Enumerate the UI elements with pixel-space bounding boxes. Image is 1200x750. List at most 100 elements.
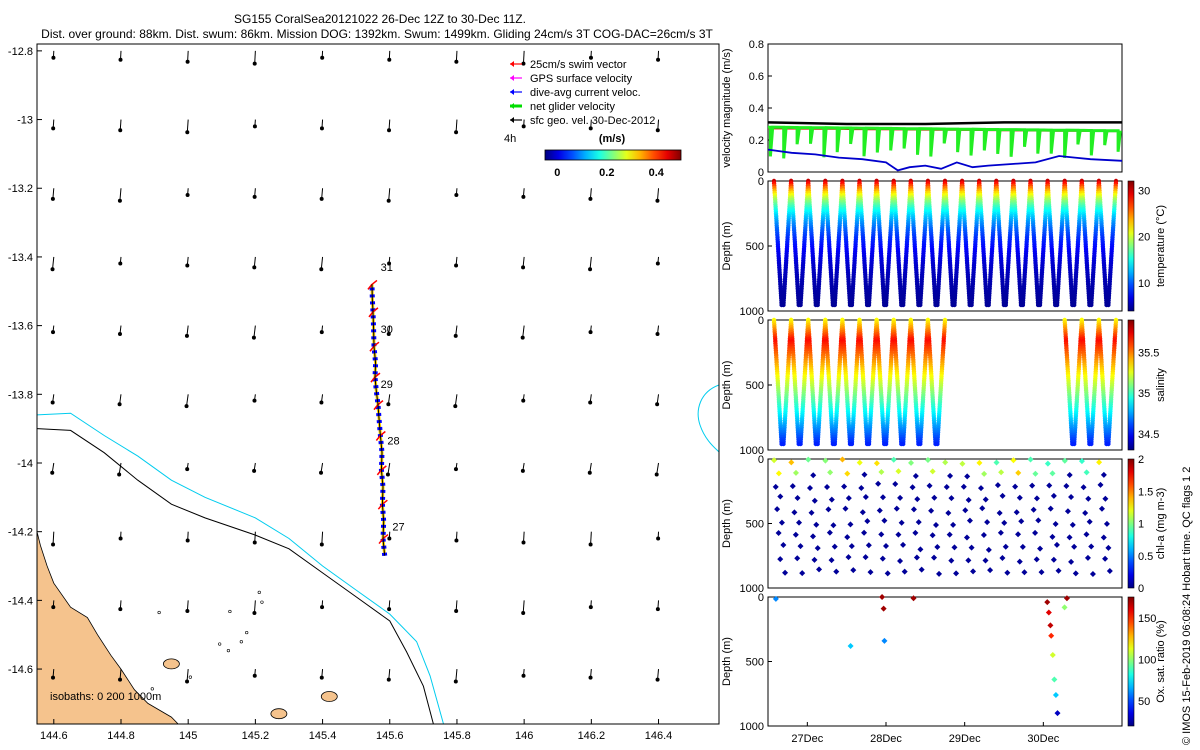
current-arrow-head [319, 470, 324, 475]
current-arrow [185, 600, 190, 614]
chl-point [948, 495, 955, 502]
map-colorbar-tick: 0.4 [649, 167, 665, 179]
chl-point [775, 529, 782, 536]
velocity-series-3 [767, 148, 1123, 172]
chl-point [848, 543, 855, 550]
current-arrow [51, 50, 56, 60]
chl-point [982, 496, 989, 503]
current-arrow-shaft [455, 119, 458, 133]
chl-point [892, 480, 899, 487]
current-arrow [386, 394, 391, 407]
current-arrow-head [655, 261, 660, 266]
chl-point [1050, 492, 1057, 499]
chl-point [1027, 456, 1034, 463]
current-arrow-head [386, 331, 391, 336]
chl-point [929, 532, 936, 539]
chl-point [844, 534, 851, 541]
current-arrow-head [319, 400, 324, 405]
chl-point [1100, 534, 1107, 541]
chl-point [951, 544, 958, 551]
chl-point [791, 509, 798, 516]
panel-colorbar-tick: 150 [1138, 613, 1156, 625]
chl-point [1029, 482, 1036, 489]
chl-point [1052, 521, 1059, 528]
current-arrow-head [252, 673, 257, 678]
chl-point [1096, 459, 1103, 466]
current-arrow [319, 325, 324, 335]
legend-annotation: 4h [504, 133, 516, 145]
chl-point [999, 554, 1006, 561]
chl-point [845, 554, 852, 561]
current-arrow [51, 669, 56, 680]
chl-point [1046, 482, 1053, 489]
current-arrow [118, 50, 123, 62]
chl-point [1083, 469, 1090, 476]
oxygen-point [880, 605, 887, 612]
current-arrow-head [588, 400, 593, 405]
chl-point [950, 521, 957, 528]
current-arrow-shaft [254, 50, 256, 64]
current-arrow-head [454, 192, 459, 197]
current-arrow [185, 669, 190, 684]
chl-point [841, 483, 848, 490]
swim-vector [369, 341, 380, 352]
chl-point [914, 496, 921, 503]
current-arrow-shaft [522, 325, 525, 338]
chl-point [1068, 558, 1075, 565]
chl-point [796, 519, 803, 526]
swim-vector [375, 430, 386, 441]
current-arrow-head [521, 610, 526, 615]
chl-point [879, 555, 886, 562]
chl-point [890, 456, 897, 463]
current-arrow [387, 256, 392, 266]
chl-point [929, 468, 936, 475]
current-arrow-head [185, 130, 190, 135]
chl-point [828, 496, 835, 503]
map-ytick-label: -12.8 [8, 46, 33, 58]
legend-label: GPS surface velocity [530, 73, 633, 85]
chl-point [792, 469, 799, 476]
legend-item: net glider velocity [510, 101, 615, 113]
legend-label: net glider velocity [530, 101, 615, 113]
current-arrow [118, 119, 123, 133]
chl-point [1063, 483, 1070, 490]
panel-ylabel: Depth (m) [721, 499, 733, 548]
map-ytick-label: -13.8 [8, 389, 33, 401]
current-arrow-head [185, 59, 190, 64]
chl-point [978, 485, 985, 492]
chl-point [982, 557, 989, 564]
island-1 [270, 708, 288, 720]
current-arrow [252, 669, 257, 678]
current-arrow-head [50, 400, 55, 405]
map-xtick-label: 146.2 [578, 730, 606, 742]
chl-point [859, 509, 866, 516]
chl-point [1071, 543, 1078, 550]
panel-frame [767, 43, 1123, 173]
current-arrow [50, 394, 55, 405]
current-arrow-head [654, 472, 659, 477]
current-arrow-head [454, 59, 459, 64]
current-arrow [118, 531, 123, 541]
chl-point [965, 557, 972, 564]
current-arrow [654, 462, 660, 477]
chl-point [926, 482, 933, 489]
chl-point [1030, 506, 1037, 513]
current-arrow-head [252, 124, 257, 129]
current-arrow-head [521, 124, 526, 129]
current-arrow-head [51, 55, 56, 60]
current-arrow-head [655, 198, 660, 203]
panel-ytick-label: 0 [758, 454, 764, 466]
chl-point [981, 470, 988, 477]
chl-point [1083, 531, 1090, 538]
panel-colorbar [1127, 458, 1135, 589]
chl-point [980, 531, 987, 538]
oxygen-point [1049, 652, 1056, 659]
chl-point [1033, 495, 1040, 502]
map-ytick-label: -14 [17, 458, 33, 470]
current-arrow [453, 325, 458, 338]
current-arrow [51, 600, 56, 610]
current-arrow [387, 50, 392, 62]
current-arrow-head [252, 265, 257, 270]
panel-ytick-label: 500 [746, 657, 764, 669]
chl-point [908, 459, 915, 466]
